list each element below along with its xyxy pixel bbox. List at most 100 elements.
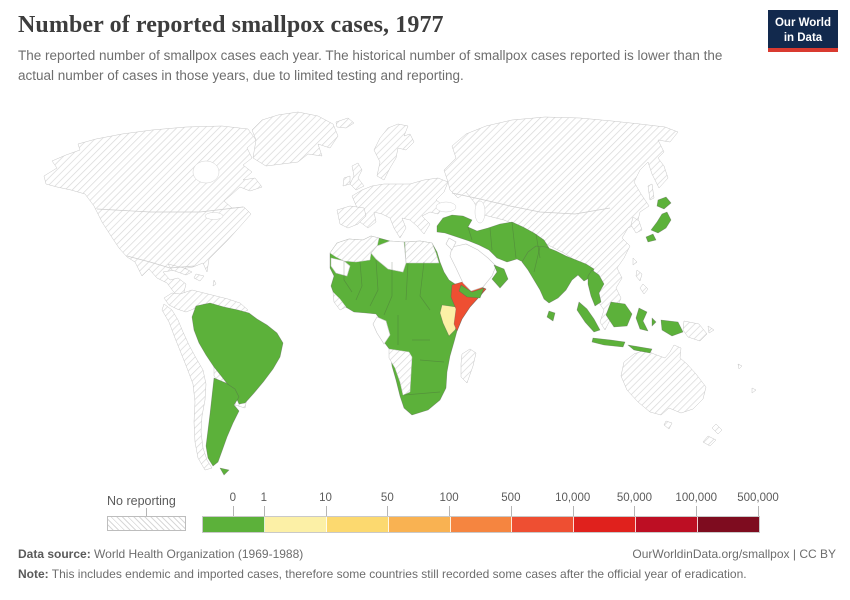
country-indonesia-sulawesi[interactable] xyxy=(635,307,649,332)
region-australia[interactable] xyxy=(620,344,707,416)
note-text: This includes endemic and imported cases… xyxy=(48,567,747,581)
legend-segment-0[interactable] xyxy=(203,517,265,532)
country-yemen[interactable] xyxy=(458,284,485,299)
region-korea[interactable] xyxy=(630,216,643,234)
region-philippines-south[interactable] xyxy=(639,283,649,295)
legend-segment-4[interactable] xyxy=(450,517,513,532)
legend-tick-label: 50 xyxy=(380,492,394,504)
region-pacific-island-2[interactable] xyxy=(751,387,757,394)
country-indonesia-moluccas[interactable] xyxy=(651,317,657,327)
region-taiwan[interactable] xyxy=(632,257,638,266)
page-title: Number of reported smallpox cases, 1977 xyxy=(18,12,444,38)
region-egypt[interactable] xyxy=(404,240,440,264)
legend-tick-label: 500,000 xyxy=(737,492,779,504)
legend-no-reporting-tick xyxy=(146,508,147,516)
data-source-label: Data source: xyxy=(18,547,91,561)
legend-tick-label: 10 xyxy=(319,492,332,504)
data-source-line: Data source: World Health Organization (… xyxy=(18,547,303,561)
region-greenland[interactable] xyxy=(251,111,339,167)
region-jordan-israel[interactable] xyxy=(445,237,457,251)
owid-logo[interactable]: Our World in Data xyxy=(768,10,838,52)
note-label: Note: xyxy=(18,567,49,581)
legend-segment-6[interactable] xyxy=(574,517,637,532)
region-madagascar[interactable] xyxy=(460,348,477,384)
country-india[interactable] xyxy=(521,245,595,304)
legend-tick-label: 10,000 xyxy=(555,492,591,504)
country-oman[interactable] xyxy=(491,264,509,289)
region-ireland[interactable] xyxy=(342,175,351,187)
country-indonesia-west-papua[interactable] xyxy=(660,319,684,337)
region-tasmania[interactable] xyxy=(663,420,673,430)
legend-segment-8[interactable] xyxy=(698,517,760,532)
chart-header: Number of reported smallpox cases, 1977 … xyxy=(18,12,750,87)
country-japan-hokkaido[interactable] xyxy=(656,196,672,210)
region-saudi-arabia[interactable] xyxy=(449,243,497,292)
great-lakes xyxy=(204,212,224,220)
legend-tick-line xyxy=(696,506,698,516)
legend-tick-label: 0 xyxy=(229,492,237,504)
region-mauritania[interactable] xyxy=(330,257,351,277)
hudson-bay xyxy=(192,160,220,184)
region-new-zealand-north[interactable] xyxy=(711,423,723,435)
legend-tick-line xyxy=(634,506,636,516)
region-north-america[interactable] xyxy=(43,125,263,306)
legend-segment-7[interactable] xyxy=(636,517,699,532)
region-scandinavia[interactable] xyxy=(373,123,415,181)
owid-url-link[interactable]: OurWorldinData.org/smallpox | CC BY xyxy=(632,547,836,561)
region-liberia[interactable] xyxy=(332,291,347,311)
caspian-sea xyxy=(474,200,486,224)
region-philippines[interactable] xyxy=(635,269,643,282)
chart-footer: Data source: World Health Organization (… xyxy=(18,547,836,581)
owid-logo-line1: Our World xyxy=(774,17,831,29)
region-new-britain[interactable] xyxy=(707,325,715,334)
data-source-text: World Health Organization (1969-1988) xyxy=(90,547,304,561)
legend-segment-5[interactable] xyxy=(512,517,575,532)
country-tierra-del-fuego[interactable] xyxy=(219,467,230,476)
region-united-kingdom[interactable] xyxy=(349,162,365,191)
legend-segment-1[interactable] xyxy=(264,517,327,532)
country-japan-kyushu[interactable] xyxy=(645,233,657,243)
country-indonesia-borneo[interactable] xyxy=(605,301,633,328)
country-indonesia-java[interactable] xyxy=(591,337,626,348)
legend-tick-label: 50,000 xyxy=(616,492,653,504)
legend-tick-line xyxy=(387,506,389,516)
country-indonesia-lesser-sunda[interactable] xyxy=(627,344,653,354)
legend-tick-line xyxy=(232,506,234,516)
region-lesser-antilles[interactable] xyxy=(212,279,217,287)
region-andes[interactable] xyxy=(161,303,213,471)
country-sri-lanka[interactable] xyxy=(546,310,556,322)
chart-subtitle: The reported number of smallpox cases ea… xyxy=(18,48,723,84)
legend-no-reporting-swatch[interactable] xyxy=(107,516,186,531)
legend-tick-line xyxy=(449,506,451,516)
country-myanmar[interactable] xyxy=(587,269,605,307)
region-libya[interactable] xyxy=(370,240,407,273)
legend-segment-2[interactable] xyxy=(326,517,389,532)
region-papua-new-guinea[interactable] xyxy=(682,320,708,342)
legend-tick-line xyxy=(758,506,759,516)
region-sakhalin[interactable] xyxy=(647,183,655,201)
black-sea xyxy=(435,201,457,213)
legend-tick-label: 100,000 xyxy=(675,492,718,504)
region-hispaniola[interactable] xyxy=(193,273,205,282)
legend-tick-label: 100 xyxy=(439,492,459,504)
note-line: Note: This includes endemic and imported… xyxy=(18,567,836,581)
country-brazil[interactable] xyxy=(191,302,284,405)
country-argentina[interactable] xyxy=(205,377,240,467)
country-indonesia-sumatra[interactable] xyxy=(576,301,601,333)
region-pacific-island-1[interactable] xyxy=(737,363,743,370)
region-iberia[interactable] xyxy=(336,205,367,229)
region-new-zealand-south[interactable] xyxy=(702,435,717,447)
legend-tick-line xyxy=(510,506,512,516)
region-iceland[interactable] xyxy=(335,117,355,129)
region-europe[interactable] xyxy=(351,177,449,239)
country-japan-honshu[interactable] xyxy=(650,211,672,234)
legend-no-reporting-label: No reporting xyxy=(107,494,176,508)
legend-segment-3[interactable] xyxy=(388,517,451,532)
internal-borders xyxy=(96,192,611,396)
legend-tick-line xyxy=(325,506,327,516)
legend-color-bar[interactable] xyxy=(202,516,760,533)
region-gabon-congo[interactable] xyxy=(372,316,391,345)
region-namibia[interactable] xyxy=(388,348,413,396)
owid-logo-line2: in Data xyxy=(783,31,823,44)
